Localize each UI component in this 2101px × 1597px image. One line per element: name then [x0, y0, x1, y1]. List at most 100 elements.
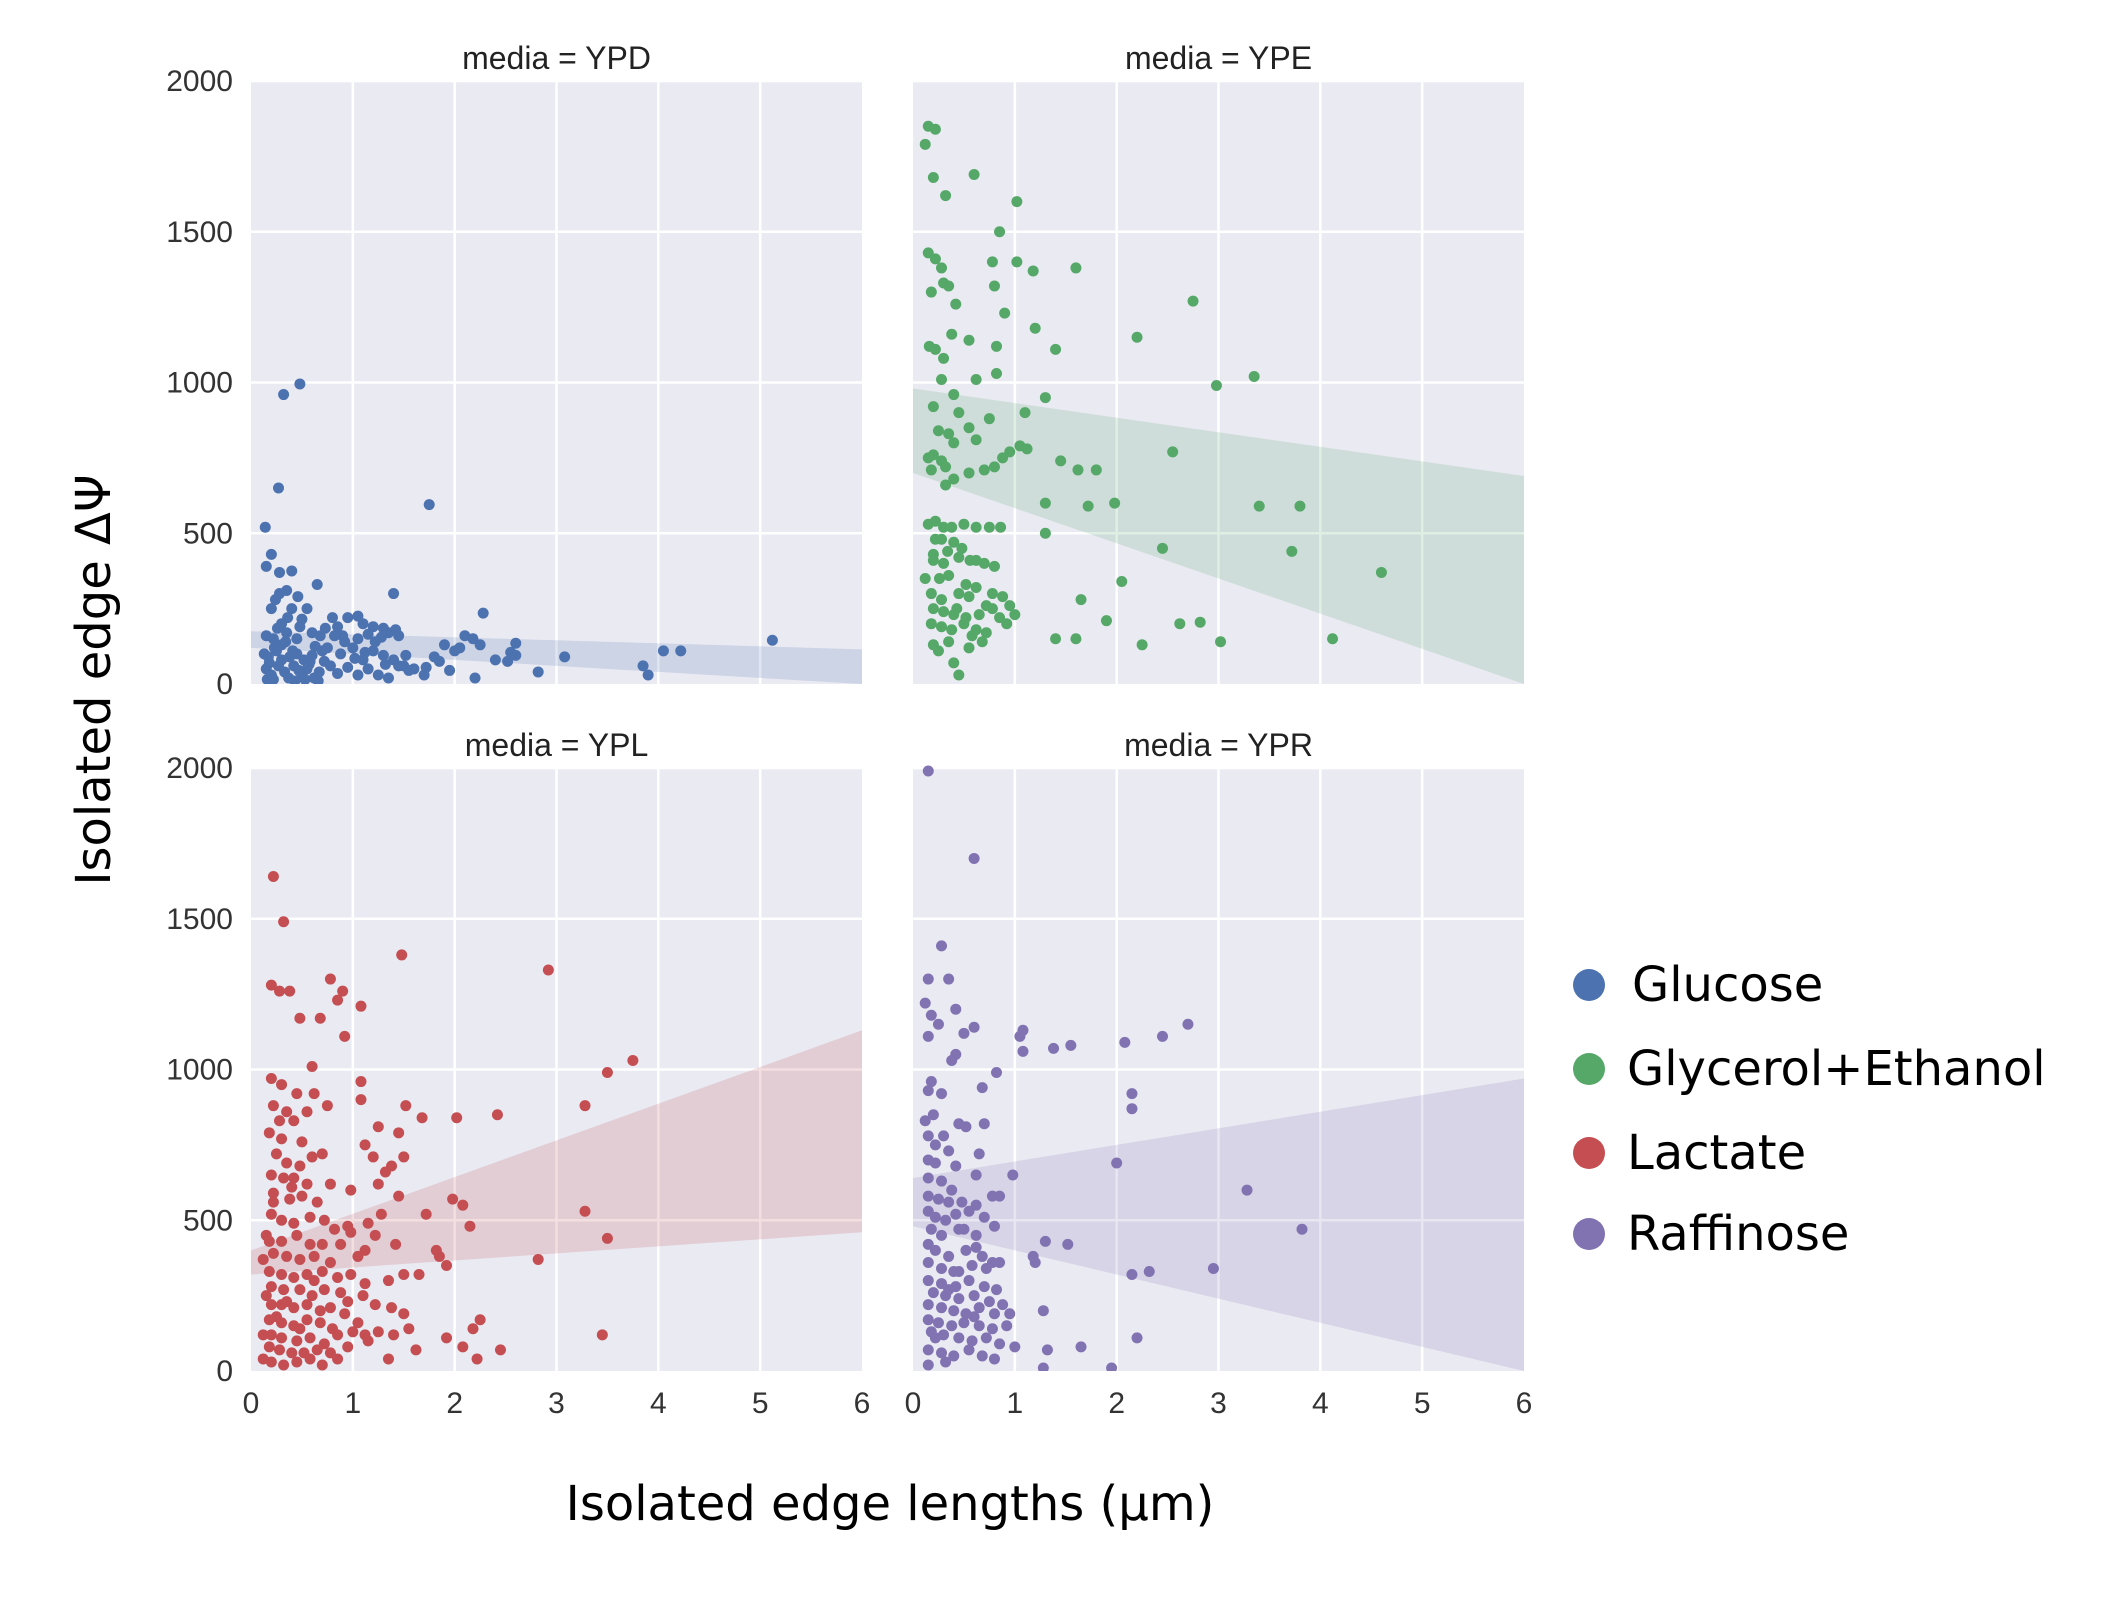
data-point-ypl-142: [347, 1326, 359, 1338]
data-point-ypl-84: [267, 1247, 279, 1259]
data-point-ypd-44: [477, 607, 489, 619]
data-point-ypl-52: [379, 1166, 391, 1178]
data-point-ypd-12: [388, 588, 400, 600]
data-point-ype-42: [943, 428, 955, 440]
data-point-ype-32: [1248, 370, 1260, 382]
x-tick-label-ypl-6: 6: [854, 1387, 871, 1420]
data-point-ype-117: [1174, 618, 1186, 630]
data-point-ypl-162: [332, 1353, 344, 1365]
data-point-ype-119: [1050, 633, 1062, 645]
data-point-ypl-19: [291, 1088, 303, 1100]
data-point-ypr-5: [919, 997, 931, 1009]
data-point-ype-114: [1156, 542, 1168, 554]
data-point-ypd-54: [637, 660, 649, 672]
data-point-ype-123: [1327, 633, 1339, 645]
y-tick-label-ypd-1: 500: [183, 517, 233, 550]
data-point-ypl-57: [393, 1190, 405, 1202]
legend-item-raffinose: Raffinose: [1573, 1206, 1849, 1262]
data-point-ypd-127: [312, 675, 324, 684]
data-point-ypl-35: [263, 1127, 275, 1139]
data-point-ypl-1: [278, 916, 290, 928]
data-point-ypl-118: [339, 1308, 351, 1320]
data-point-ypl-38: [359, 1139, 371, 1151]
y-tick-label-ypl-1: 500: [183, 1204, 233, 1237]
y-tick-label-ypd-3: 1500: [166, 216, 233, 249]
data-point-ype-126: [943, 636, 955, 648]
data-point-ypl-75: [291, 1229, 303, 1241]
data-point-ype-6: [1011, 196, 1023, 208]
data-point-ypr-54: [1241, 1184, 1253, 1196]
data-point-ype-81: [953, 551, 965, 563]
data-point-ypl-168: [260, 1229, 272, 1241]
data-point-ypl-131: [388, 1329, 400, 1341]
data-point-ypd-72: [377, 649, 389, 661]
data-point-ypr-2: [936, 940, 948, 952]
data-point-ype-28: [1050, 343, 1062, 355]
data-point-ype-136: [919, 572, 931, 584]
data-point-ypr-84: [1143, 1266, 1155, 1278]
data-point-ypr-99: [936, 1302, 948, 1314]
data-point-ypl-170: [270, 1311, 282, 1323]
data-point-ypl-67: [329, 1223, 341, 1235]
legend-item-glucose: Glucose: [1573, 957, 1823, 1013]
data-point-ypd-120: [510, 649, 522, 661]
data-point-ypd-95: [342, 661, 354, 673]
data-point-ypr-10: [922, 1030, 934, 1042]
data-point-ypr-105: [1037, 1305, 1049, 1317]
data-point-ypd-43: [423, 499, 435, 511]
data-point-ypr-67: [1039, 1235, 1051, 1247]
data-point-ypl-164: [270, 1148, 282, 1160]
data-point-ype-43: [932, 425, 944, 437]
data-point-ypl-172: [294, 1323, 306, 1335]
data-point-ype-61: [1090, 464, 1102, 476]
data-point-ypd-50: [502, 655, 514, 667]
data-point-ypr-13: [1014, 1030, 1026, 1042]
data-point-ypl-39: [306, 1151, 318, 1163]
data-point-ype-112: [1116, 575, 1128, 587]
data-point-ypd-2: [272, 482, 284, 494]
data-point-ypl-169: [260, 1290, 272, 1302]
data-point-ypl-151: [382, 1353, 394, 1365]
panel-ypd: media = YPD 0 500 1000 1500 2000: [166, 40, 862, 701]
data-point-ype-60: [1072, 464, 1084, 476]
data-point-ypl-12: [314, 1012, 326, 1024]
points-ypd: [258, 378, 778, 684]
data-point-ype-29: [1131, 331, 1143, 343]
data-point-ypd-48: [510, 637, 522, 649]
data-point-ypr-36: [929, 1139, 941, 1151]
data-point-ype-46: [1039, 392, 1051, 404]
data-point-ypl-62: [265, 1208, 277, 1220]
data-point-ypr-27: [1126, 1088, 1138, 1100]
legend-item-glycerol-ethanol: Glycerol+Ethanol: [1573, 1041, 2046, 1097]
data-point-ypl-137: [276, 1332, 288, 1344]
data-point-ypd-53: [642, 669, 654, 681]
data-point-ypd-35: [314, 630, 326, 642]
data-point-ypl-11: [294, 1012, 306, 1024]
data-point-ype-97: [938, 606, 950, 618]
data-point-ypd-118: [379, 658, 391, 670]
data-point-ypl-79: [345, 1226, 357, 1238]
data-point-ypr-64: [936, 1229, 948, 1241]
data-point-ype-84: [988, 560, 1000, 572]
data-point-ype-11: [925, 286, 937, 298]
data-point-ypl-64: [288, 1217, 300, 1229]
data-point-ypd-56: [675, 645, 687, 657]
data-point-ypr-121: [922, 1344, 934, 1356]
data-point-ype-67: [1294, 500, 1306, 512]
data-point-ype-130: [953, 669, 965, 681]
data-point-ypr-96: [983, 1296, 995, 1308]
points-ypr: [919, 765, 1308, 1371]
data-point-ype-33: [991, 367, 1003, 379]
data-point-ypl-42: [367, 1151, 379, 1163]
data-point-ypr-83: [1126, 1269, 1138, 1281]
data-point-ypd-92: [313, 666, 325, 678]
data-point-ypl-155: [471, 1353, 483, 1365]
data-point-ypl-174: [257, 1253, 269, 1265]
data-point-ypl-24: [301, 1106, 313, 1118]
data-point-ypl-15: [627, 1054, 639, 1066]
data-point-ype-116: [1375, 566, 1387, 578]
data-point-ype-17: [1027, 265, 1039, 277]
data-point-ypd-32: [267, 633, 279, 645]
data-point-ype-89: [925, 588, 937, 600]
